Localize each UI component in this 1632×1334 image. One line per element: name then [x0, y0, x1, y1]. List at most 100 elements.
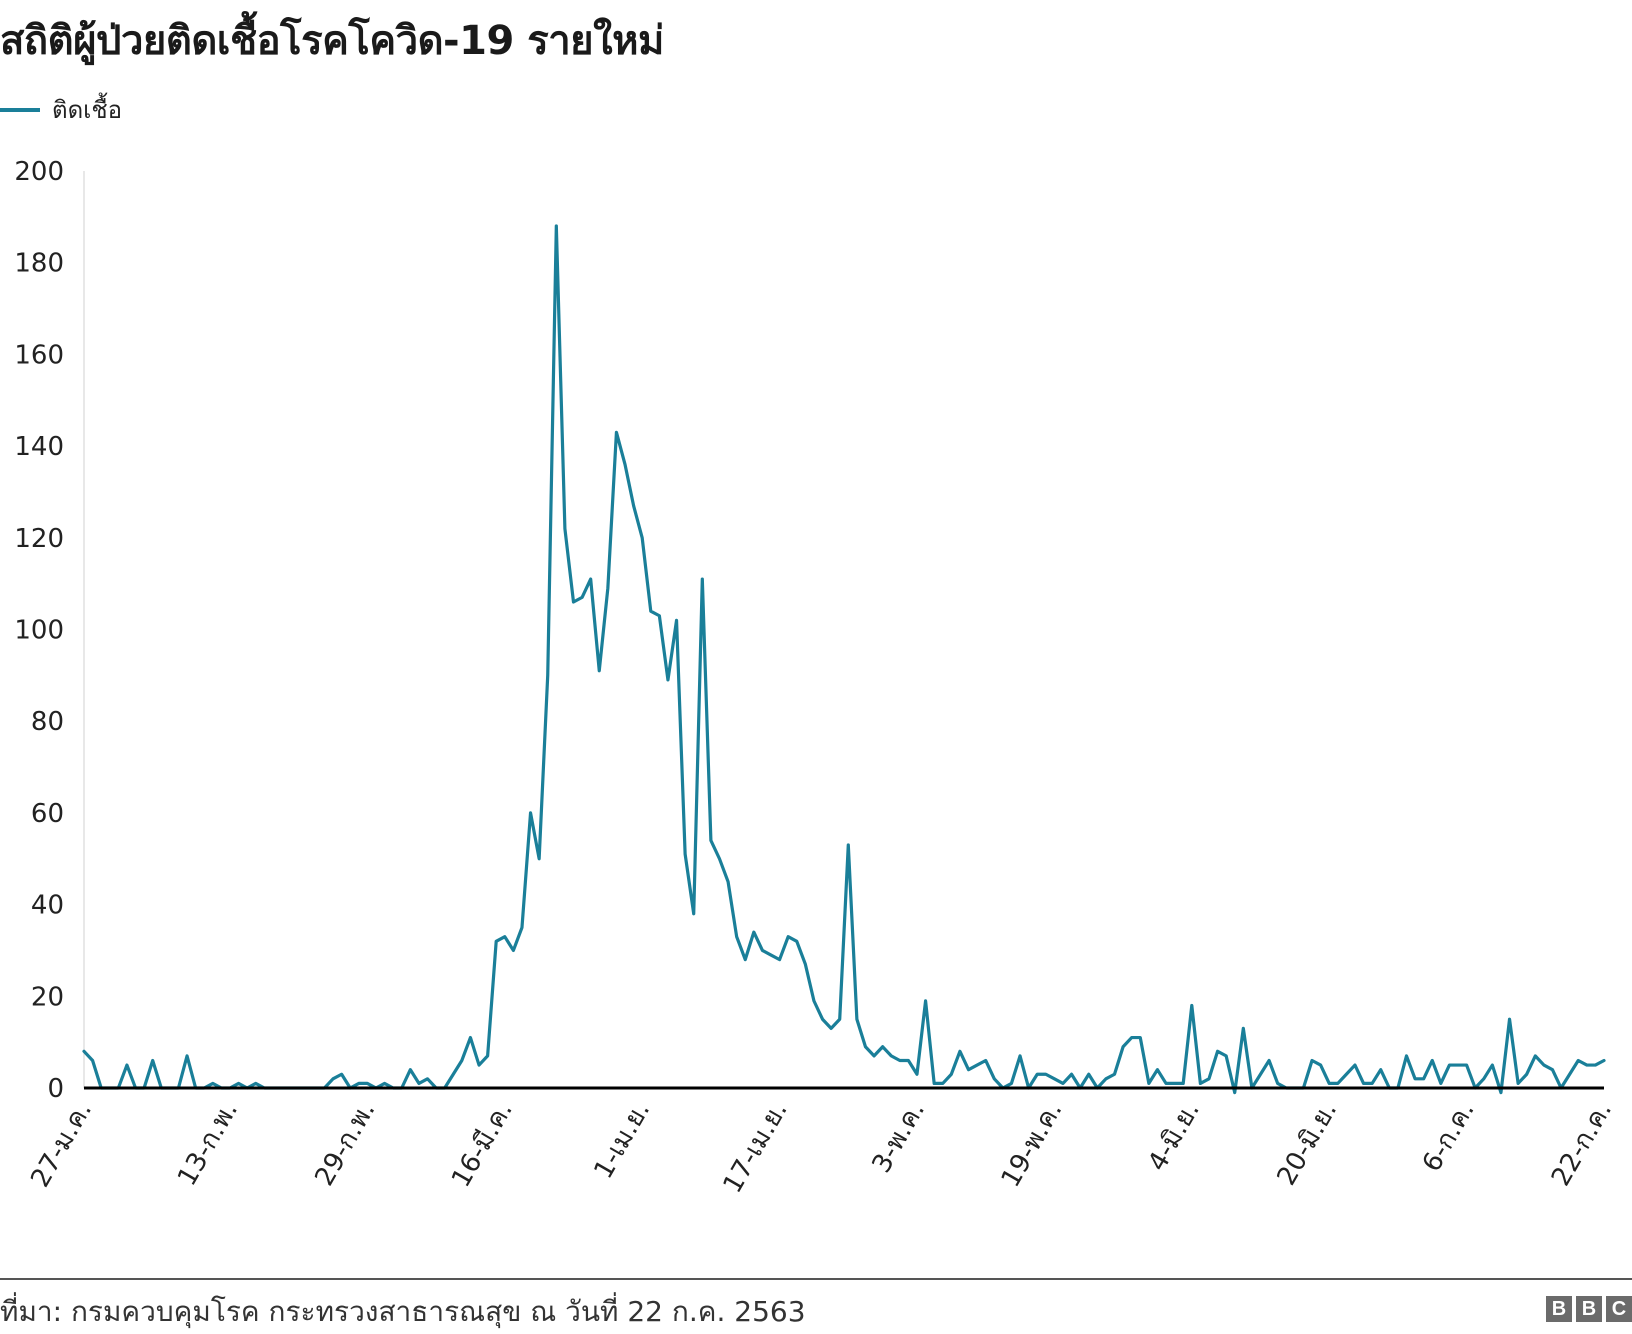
data-point	[512, 949, 515, 952]
data-point	[417, 1082, 420, 1085]
y-tick-label: 100	[14, 616, 64, 646]
data-point	[211, 1082, 214, 1085]
data-point	[237, 1082, 240, 1085]
data-point	[855, 1018, 858, 1021]
data-point	[1113, 1073, 1116, 1076]
x-tick-label: 19-พ.ค.	[996, 1097, 1069, 1193]
data-point	[976, 1064, 979, 1067]
data-point	[692, 912, 695, 915]
data-point	[718, 857, 721, 860]
data-point	[615, 431, 618, 434]
data-point	[641, 536, 644, 539]
x-tick-label: 3-พ.ค.	[867, 1097, 931, 1179]
y-tick-label: 180	[14, 249, 64, 279]
source-note: ที่มา: กรมควบคุมโรค กระทรวงสาธารณสุข ณ ว…	[0, 1295, 806, 1328]
data-point	[1061, 1082, 1064, 1085]
data-point	[357, 1082, 360, 1085]
data-point	[1568, 1073, 1571, 1076]
legend: ติดเชื้อ	[0, 90, 122, 129]
data-point	[332, 1077, 335, 1080]
chart-title: สถิติผู้ป่วยติดเชื้อโรคโควิด-19 รายใหม่	[0, 18, 664, 64]
legend-label: ติดเชื้อ	[52, 96, 123, 124]
data-point	[1414, 1077, 1417, 1080]
data-point	[1508, 1018, 1511, 1021]
data-point	[1431, 1059, 1434, 1062]
data-point	[555, 225, 558, 228]
data-point	[1336, 1082, 1339, 1085]
data-point	[993, 1077, 996, 1080]
data-point	[847, 844, 850, 847]
data-point	[821, 1018, 824, 1021]
data-point	[1482, 1077, 1485, 1080]
data-point	[409, 1068, 412, 1071]
data-point	[538, 857, 541, 860]
data-point	[478, 1064, 481, 1067]
data-point	[503, 935, 506, 938]
data-point	[1216, 1050, 1219, 1053]
data-point	[1457, 1064, 1460, 1067]
data-point	[1156, 1068, 1159, 1071]
data-point	[770, 954, 773, 957]
bbc-logo-letter-1: B	[1546, 1296, 1572, 1322]
data-point	[1379, 1068, 1382, 1071]
data-point	[486, 1054, 489, 1057]
data-point	[907, 1059, 910, 1062]
data-point	[520, 926, 523, 929]
data-point	[1104, 1077, 1107, 1080]
data-point	[890, 1054, 893, 1057]
data-point	[1019, 1054, 1022, 1057]
data-point	[744, 958, 747, 961]
data-point	[563, 527, 566, 530]
data-point	[675, 619, 678, 622]
data-point	[632, 504, 635, 507]
data-point	[91, 1059, 94, 1062]
data-point	[606, 587, 609, 590]
y-tick-label: 140	[14, 432, 64, 462]
data-point	[1259, 1073, 1262, 1076]
data-point	[1173, 1082, 1176, 1085]
data-point	[1534, 1054, 1537, 1057]
data-point	[915, 1073, 918, 1076]
y-tick-label: 0	[47, 1074, 64, 1104]
data-point	[83, 1050, 86, 1053]
series-line-infected	[82, 224, 1606, 1095]
data-point	[1165, 1082, 1168, 1085]
data-point	[1087, 1073, 1090, 1076]
data-point	[864, 1045, 867, 1048]
data-point	[1345, 1073, 1348, 1076]
data-point	[778, 958, 781, 961]
data-point	[1036, 1073, 1039, 1076]
data-point	[383, 1082, 386, 1085]
data-point	[958, 1050, 961, 1053]
data-point	[1525, 1073, 1528, 1076]
data-point	[495, 940, 498, 943]
x-tick-label: 27-ม.ค.	[25, 1097, 98, 1193]
data-point	[830, 1027, 833, 1030]
data-point	[254, 1082, 257, 1085]
data-point	[1044, 1073, 1047, 1076]
data-point	[426, 1077, 429, 1080]
y-tick-label: 160	[14, 340, 64, 370]
x-tick-label: 1-เม.ย.	[588, 1097, 656, 1185]
data-point	[967, 1068, 970, 1071]
data-point	[709, 839, 712, 842]
data-point	[787, 935, 790, 938]
data-point	[684, 853, 687, 856]
x-tick-label: 17-เม.ย.	[718, 1097, 794, 1199]
data-point	[1371, 1082, 1374, 1085]
y-tick-label: 20	[31, 982, 64, 1012]
bbc-logo: B B C	[1546, 1296, 1632, 1322]
data-point	[649, 610, 652, 613]
data-point	[469, 1036, 472, 1039]
data-point	[1439, 1082, 1442, 1085]
bbc-logo-letter-3: C	[1606, 1296, 1632, 1322]
data-point	[812, 999, 815, 1002]
data-point	[1362, 1082, 1365, 1085]
data-point	[1147, 1082, 1150, 1085]
data-point	[1542, 1064, 1545, 1067]
data-point	[186, 1054, 189, 1057]
data-point	[572, 600, 575, 603]
data-point	[950, 1073, 953, 1076]
data-point	[898, 1059, 901, 1062]
y-tick-label: 80	[31, 707, 64, 737]
